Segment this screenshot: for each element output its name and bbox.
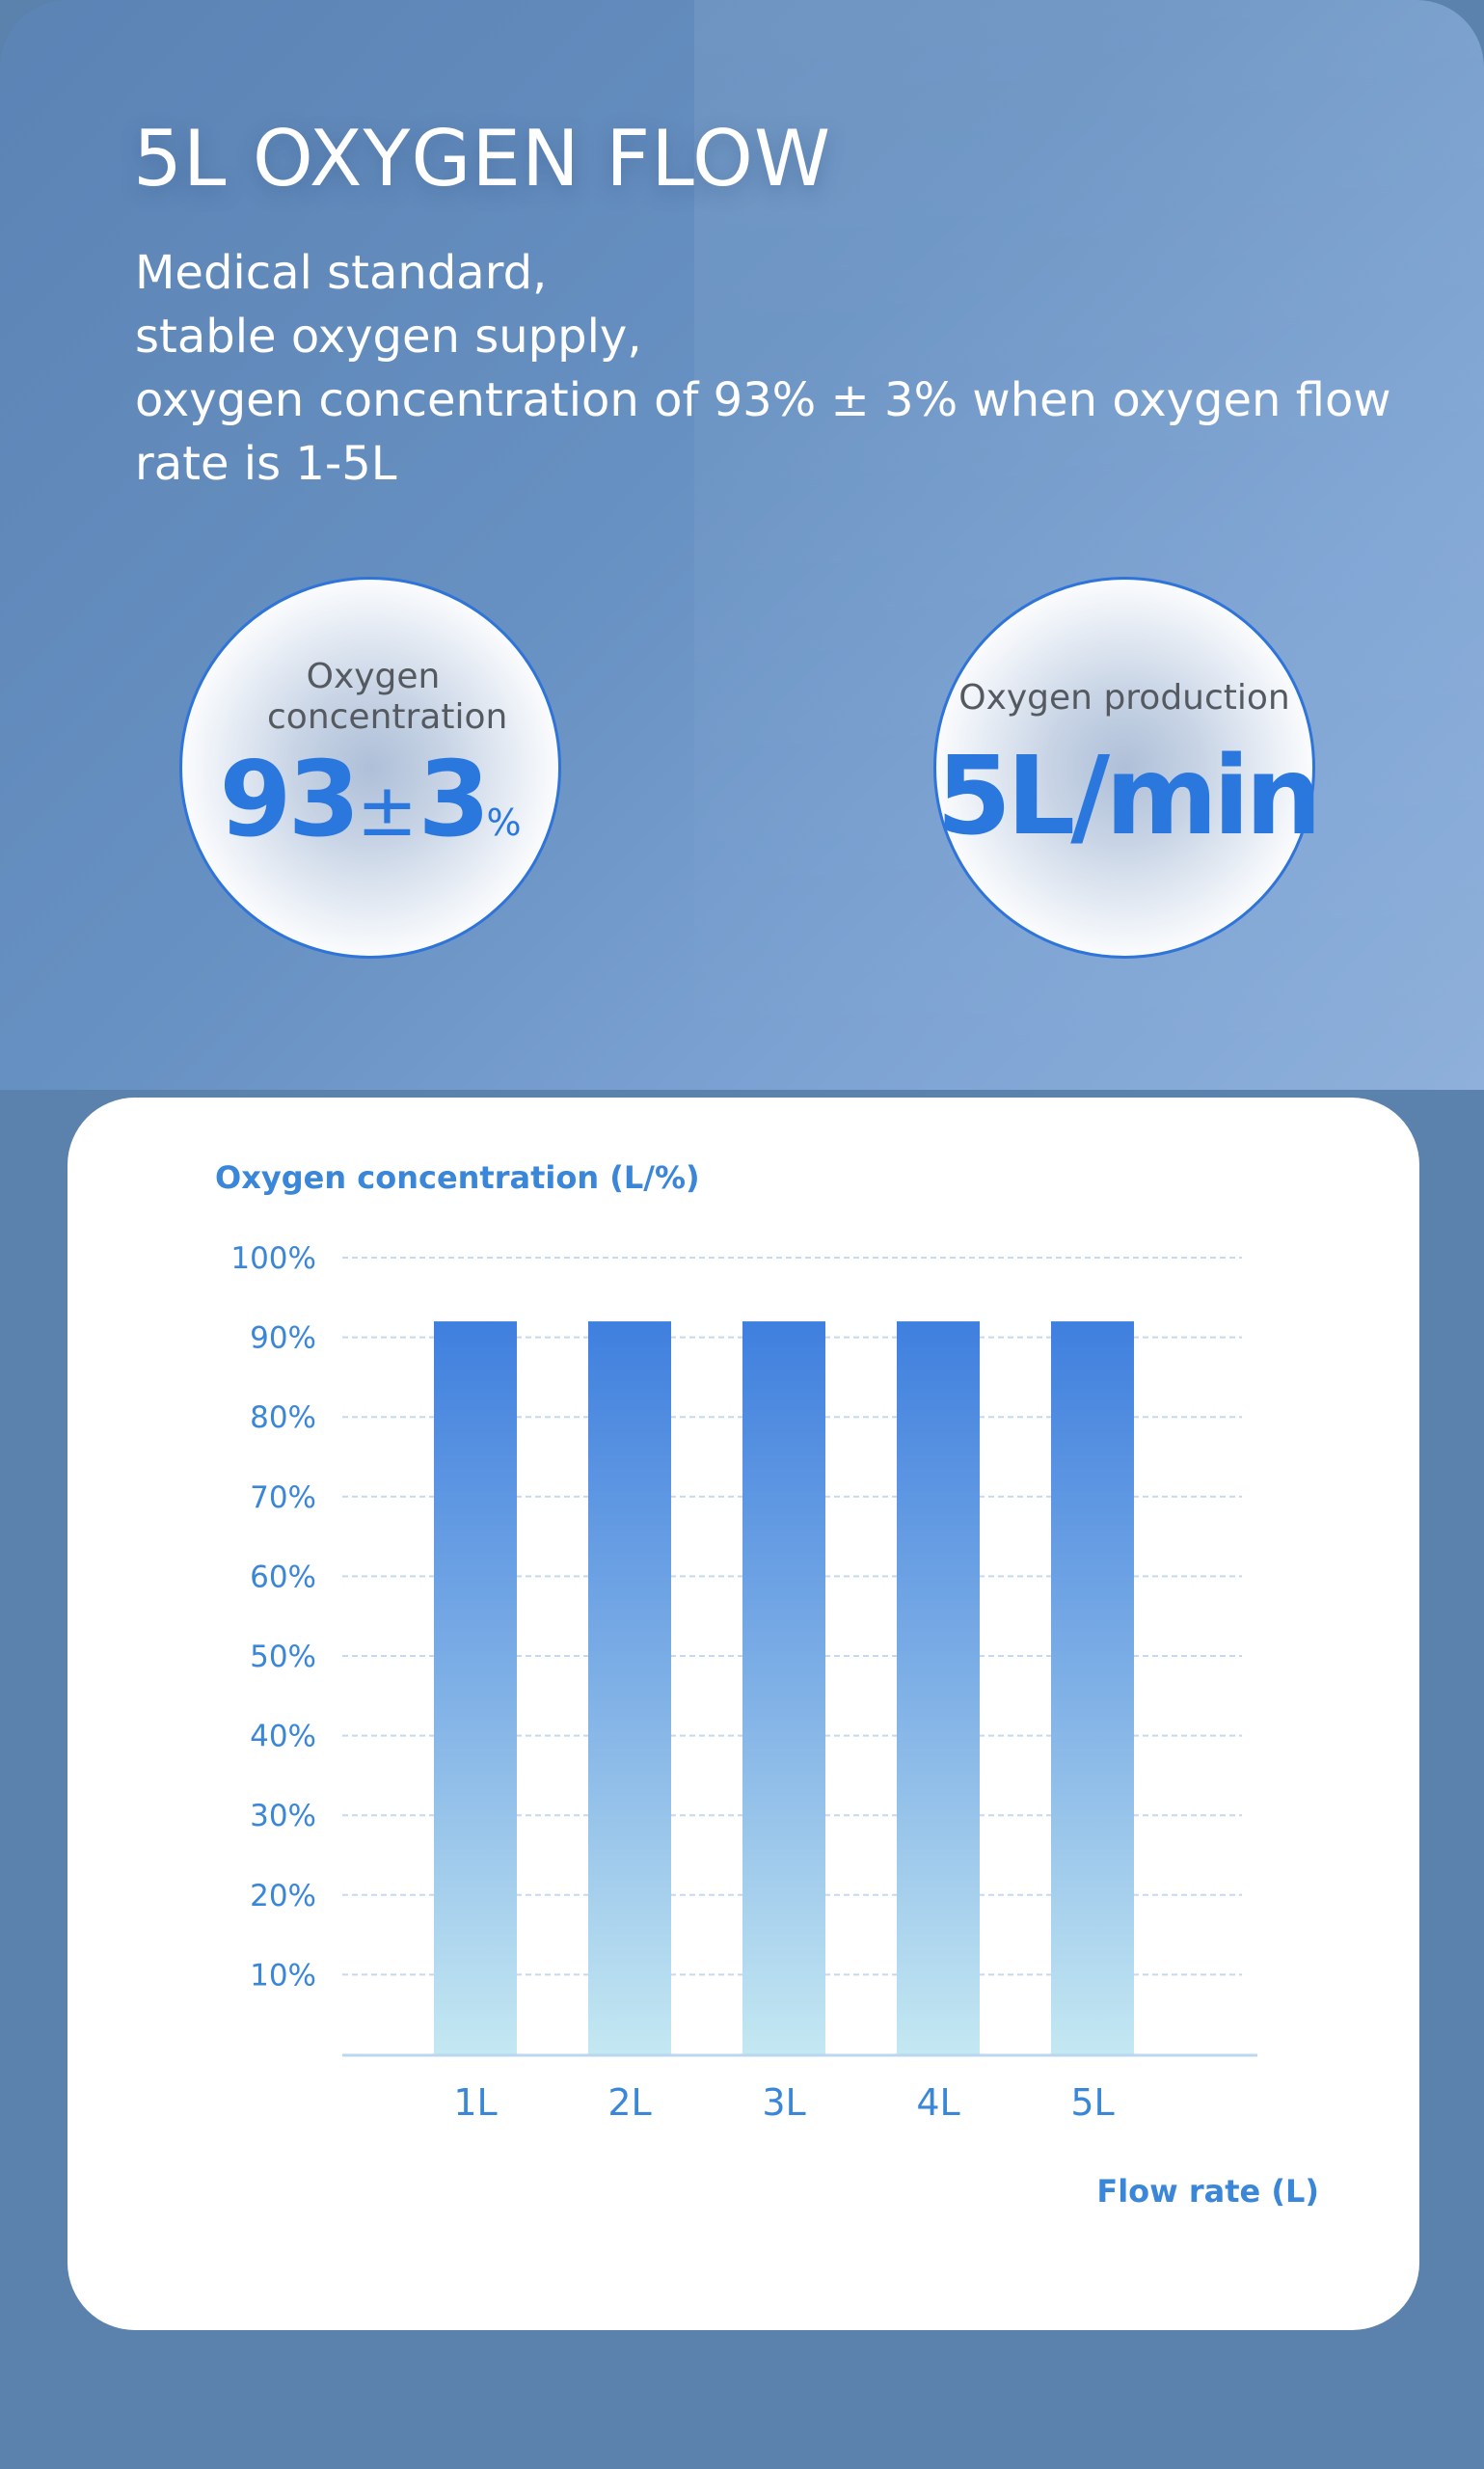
concentration-label: Oxygen concentration <box>267 657 508 737</box>
x-tick-label: 4L <box>916 2081 959 2124</box>
page-title: 5L OXYGEN FLOW <box>133 114 832 203</box>
bar-chart: Oxygen concentration (L/%) Flow rate (L)… <box>215 1159 1319 2210</box>
description-line: stable oxygen supply, <box>135 310 642 364</box>
production-badge: Oxygen production 5L/min <box>933 577 1322 959</box>
plus-minus-sign: ± <box>356 767 418 853</box>
bar-2L <box>588 1321 671 2054</box>
x-tick-label: 1L <box>453 2081 497 2124</box>
bars <box>434 1321 1134 2054</box>
x-tick-label: 3L <box>762 2081 805 2124</box>
bar-5L <box>1051 1321 1134 2054</box>
y-tick-label: 50% <box>250 1640 316 1674</box>
description-line: oxygen concentration of 93% ± 3% when ox… <box>135 373 1391 427</box>
y-tick-label: 60% <box>250 1560 316 1594</box>
hero-section: 5L OXYGEN FLOW Medical standard, stable … <box>0 0 1484 1090</box>
description-line: rate is 1-5L <box>135 437 397 491</box>
y-tick-label: 30% <box>250 1799 316 1833</box>
production-value: 5L/min <box>936 734 1322 859</box>
x-tick-label: 5L <box>1070 2081 1114 2124</box>
y-tick-label: 10% <box>250 1958 316 1993</box>
y-tick-label: 70% <box>250 1480 316 1515</box>
x-tick-labels: 1L 2L 3L 4L 5L <box>453 2081 1114 2124</box>
chart-card: Oxygen concentration (L/%) Flow rate (L)… <box>67 1098 1419 2330</box>
bar-4L <box>897 1321 980 2054</box>
concentration-value: 93±3% <box>182 740 558 860</box>
x-tick-label: 2L <box>607 2081 651 2124</box>
concentration-unit: % <box>486 801 522 844</box>
description-line: Medical standard, <box>135 246 548 300</box>
x-axis-title: Flow rate (L) <box>1096 2173 1319 2210</box>
y-tick-label: 100% <box>230 1241 316 1276</box>
y-tick-label: 20% <box>250 1879 316 1913</box>
concentration-badge: Oxygen concentration 93±3% <box>179 577 561 959</box>
concentration-tolerance: 3 <box>418 740 490 860</box>
production-label: Oxygen production <box>958 678 1290 718</box>
y-tick-labels: 10% 20% 30% 40% 50% 60% 70% 80% 90% 100% <box>230 1241 316 1993</box>
bar-3L <box>742 1321 825 2054</box>
y-tick-label: 90% <box>250 1321 316 1356</box>
description: Medical standard, stable oxygen supply, … <box>135 241 1417 496</box>
y-tick-label: 40% <box>250 1720 316 1754</box>
bar-1L <box>434 1321 517 2054</box>
concentration-number: 93 <box>219 740 360 860</box>
y-tick-label: 80% <box>250 1400 316 1435</box>
y-axis-title: Oxygen concentration (L/%) <box>215 1159 700 1196</box>
